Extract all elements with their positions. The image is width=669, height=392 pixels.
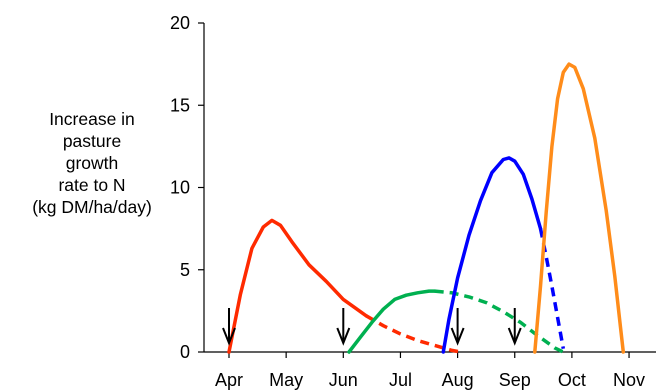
series-3-solid-line (441, 156, 543, 354)
series-2-solid-line (347, 289, 437, 354)
x-tick-label: Sep (499, 370, 531, 390)
y-axis-label-line-2: pasture (62, 131, 122, 151)
series-1-solid-line (227, 218, 368, 354)
series-group (227, 62, 626, 354)
x-tick-label: Jul (389, 370, 412, 390)
arrows-group (222, 308, 522, 346)
y-axis-label: Increase in pasture growth rate to N (kg… (12, 108, 172, 218)
x-ticks: Apr May Jun Jul Aug Sep Oct Nov (215, 352, 645, 390)
y-tick-label: 20 (170, 13, 190, 33)
x-tick-label: Nov (613, 370, 645, 390)
series-1-dashed-line (365, 314, 461, 354)
down-arrow-icon (222, 308, 236, 346)
series-4-solid-line (533, 62, 626, 354)
series-2-dashed-line (434, 289, 565, 354)
y-tick-label: 10 (170, 178, 190, 198)
down-arrow-icon (336, 308, 351, 346)
y-axis-label-line-3: growth (65, 153, 119, 173)
y-tick-label: 0 (180, 342, 190, 362)
x-tick-label: Jun (329, 370, 358, 390)
y-axis-label-line-5: (kg DM/ha/day) (32, 197, 152, 217)
axes (203, 23, 656, 353)
down-arrow-icon (507, 308, 522, 346)
x-tick-label: May (269, 370, 303, 390)
down-arrow-icon (450, 308, 465, 346)
y-tick-label: 5 (180, 260, 190, 280)
y-axis-label-line-1: Increase in (49, 109, 135, 129)
x-tick-label: Oct (558, 370, 586, 390)
x-tick-label: Apr (215, 370, 243, 390)
y-tick-label: 15 (170, 95, 190, 115)
y-ticks: 0 5 10 15 20 (170, 13, 204, 362)
y-axis-label-line-4: rate to N (58, 175, 126, 195)
x-tick-label: Aug (442, 370, 474, 390)
